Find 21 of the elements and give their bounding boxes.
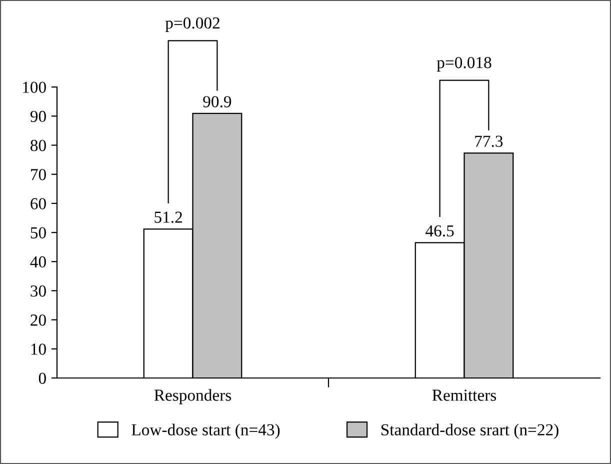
y-tick-label: 10 [31,344,46,355]
x-tick-label: Remitters [432,390,496,401]
text: p=0.018 [436,56,492,72]
y-tick-label: 70 [31,169,46,180]
text: p=0.002 [165,17,220,32]
y-tick-label: 0 [38,372,46,384]
legend-label: Standard-dose srart (n=22) [381,424,558,439]
y-tick-label: 60 [30,198,46,210]
y-tick-label: 90 [30,110,46,122]
data-label: 90.9 [203,96,232,108]
y-tick-label: 80 [30,140,46,152]
data-label: 51.2 [154,212,182,223]
y-tick-label: 20 [30,314,46,326]
y-tick-label: 30 [30,285,46,297]
data-label: 77.3 [475,136,503,147]
data-label: 46.5 [426,225,454,237]
y-tick-label: 50 [30,227,46,238]
x-tick-label: Responders [154,389,232,404]
legend-label: Low-dose start (n=43) [132,424,280,439]
y-tick-label: 40 [30,256,46,268]
y-tick-label: 100 [23,82,46,93]
